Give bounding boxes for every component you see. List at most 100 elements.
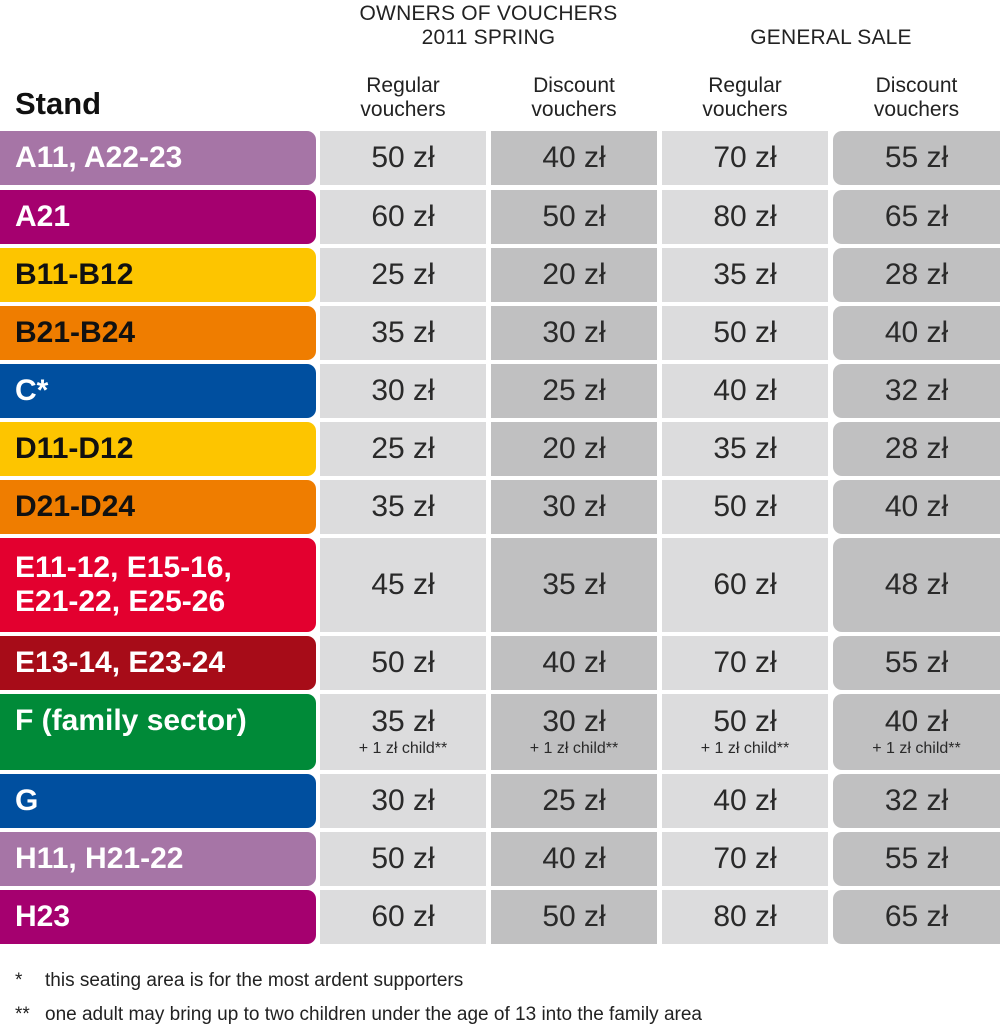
price-value: 40 zł — [884, 490, 949, 523]
stand-label: B21-B24 — [15, 316, 136, 349]
table-row: H23 60 zł 50 zł 80 zł 65 zł — [0, 890, 1000, 944]
stand-cell: D11-D12 — [0, 422, 316, 476]
column-header-3: Regular vouchers — [662, 74, 828, 122]
price-cell: 60 zł — [320, 190, 486, 244]
stand-label: A21 — [15, 200, 71, 233]
price-cell: 55 zł — [833, 131, 1000, 185]
child-surcharge: + 1 zł child** — [529, 740, 619, 757]
price-cell: 40 zł — [833, 480, 1000, 534]
price-value: 45 zł — [371, 568, 435, 601]
price-value: 25 zł — [542, 784, 606, 817]
column-header-line1: Discount — [875, 74, 958, 97]
price-value: 40 zł — [884, 705, 949, 738]
price-cell: 70 zł — [662, 832, 828, 886]
price-value: 35 zł — [371, 316, 435, 349]
child-surcharge: + 1 zł child** — [358, 740, 448, 757]
price-cell: 35 zł + 1 zł child** — [320, 694, 486, 770]
price-value: 40 zł — [884, 316, 949, 349]
column-header-line2: vouchers — [873, 98, 960, 121]
price-value: 50 zł — [713, 316, 777, 349]
stand-label: G — [15, 784, 39, 817]
table-row: D11-D12 25 zł 20 zł 35 zł 28 zł — [0, 422, 1000, 476]
footnote-text: one adult may bring up to two children u… — [45, 1004, 702, 1025]
table-row: G 30 zł 25 zł 40 zł 32 zł — [0, 774, 1000, 828]
price-value: 40 zł — [713, 374, 777, 407]
column-header-line2: vouchers — [702, 98, 788, 121]
price-cell: 25 zł — [320, 248, 486, 302]
price-value: 50 zł — [542, 200, 606, 233]
price-value: 35 zł — [371, 705, 435, 738]
price-cell: 50 zł — [320, 131, 486, 185]
table-row: B21-B24 35 zł 30 zł 50 zł 40 zł — [0, 306, 1000, 360]
footnote-1: * this seating area is for the most arden… — [15, 970, 463, 992]
child-surcharge: + 1 zł child** — [872, 740, 961, 757]
stand-label: D21-D24 — [15, 490, 136, 523]
price-value: 55 zł — [884, 141, 949, 174]
column-header-1: Regular vouchers — [320, 74, 486, 122]
price-cell: 65 zł — [833, 190, 1000, 244]
price-cell: 48 zł — [833, 538, 1000, 632]
price-cell: 40 zł — [491, 131, 657, 185]
price-value: 20 zł — [542, 432, 606, 465]
price-cell: 35 zł — [662, 422, 828, 476]
price-cell: 32 zł — [833, 774, 1000, 828]
price-value: 35 zł — [713, 258, 777, 291]
price-cell: 25 zł — [491, 774, 657, 828]
price-cell: 70 zł — [662, 131, 828, 185]
stand-label: E11-12, E15-16, E21-22, E25-26 — [15, 551, 232, 618]
price-value: 65 zł — [884, 200, 949, 233]
general-sale-label: GENERAL SALE — [750, 26, 912, 49]
price-value: 50 zł — [713, 490, 777, 523]
stand-cell: F (family sector) — [0, 694, 316, 770]
table-row: A21 60 zł 50 zł 80 zł 65 zł — [0, 190, 1000, 244]
price-value: 25 zł — [371, 258, 435, 291]
table-row: F (family sector) 35 zł + 1 zł child** 30 z… — [0, 694, 1000, 770]
price-cell: 30 zł — [491, 480, 657, 534]
stand-label: B11-B12 — [15, 258, 134, 291]
price-cell: 30 zł — [491, 306, 657, 360]
price-cell: 50 zł — [491, 890, 657, 944]
column-header-line2: vouchers — [360, 98, 446, 121]
price-cell: 80 zł — [662, 190, 828, 244]
stand-label: H23 — [15, 900, 71, 933]
price-value: 70 zł — [713, 646, 777, 679]
stand-label: D11-D12 — [15, 432, 134, 465]
price-value: 35 zł — [542, 568, 606, 601]
price-value: 80 zł — [713, 900, 777, 933]
price-value: 55 zł — [884, 646, 949, 679]
stand-cell: A21 — [0, 190, 316, 244]
price-value: 30 zł — [542, 490, 606, 523]
table-row: H11, H21-22 50 zł 40 zł 70 zł 55 zł — [0, 832, 1000, 886]
price-cell: 40 zł — [662, 364, 828, 418]
price-cell: 50 zł — [662, 480, 828, 534]
stand-cell: B21-B24 — [0, 306, 316, 360]
price-value: 40 zł — [542, 842, 606, 875]
price-value: 28 zł — [884, 432, 949, 465]
table-row: E13-14, E23-24 50 zł 40 zł 70 zł 55 zł — [0, 636, 1000, 690]
price-value: 30 zł — [542, 705, 606, 738]
price-cell: 45 zł — [320, 538, 486, 632]
price-value: 48 zł — [884, 568, 949, 601]
column-header-line2: vouchers — [531, 98, 617, 121]
table-row: A11, A22-23 50 zł 40 zł 70 zł 55 zł — [0, 131, 1000, 185]
price-cell: 28 zł — [833, 422, 1000, 476]
column-header-line1: Regular — [708, 74, 782, 97]
price-value: 35 zł — [371, 490, 435, 523]
price-value: 40 zł — [542, 141, 606, 174]
price-cell: 50 zł + 1 zł child** — [662, 694, 828, 770]
table-row: D21-D24 35 zł 30 zł 50 zł 40 zł — [0, 480, 1000, 534]
footnote-text: this seating area is for the most ardent… — [45, 970, 464, 991]
price-cell: 25 zł — [320, 422, 486, 476]
price-cell: 30 zł + 1 zł child** — [491, 694, 657, 770]
stand-cell: G — [0, 774, 316, 828]
price-cell: 40 zł + 1 zł child** — [833, 694, 1000, 770]
price-value: 35 zł — [713, 432, 777, 465]
price-cell: 55 zł — [833, 832, 1000, 886]
price-cell: 20 zł — [491, 248, 657, 302]
price-value: 65 zł — [884, 900, 949, 933]
stand-column-title: Stand — [15, 86, 102, 121]
price-cell: 40 zł — [491, 832, 657, 886]
owners-header-line1: OWNERS OF VOUCHERS — [359, 2, 618, 25]
price-value: 28 zł — [884, 258, 949, 291]
price-cell: 40 zł — [833, 306, 1000, 360]
